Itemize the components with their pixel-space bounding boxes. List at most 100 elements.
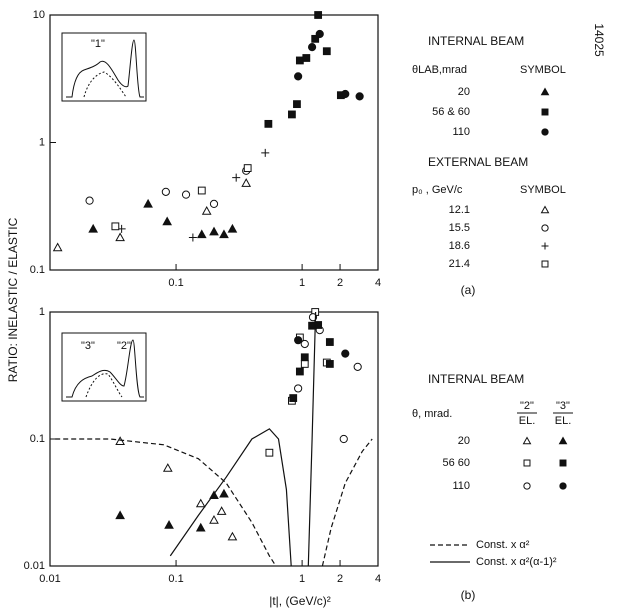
curve xyxy=(169,311,317,567)
marker-triangle xyxy=(162,216,173,226)
marker-square xyxy=(111,222,120,231)
legend-header: θLAB,mrad xyxy=(412,64,467,76)
marker-triangle xyxy=(219,229,229,239)
inset-a xyxy=(61,32,147,102)
marker-square xyxy=(325,338,334,346)
marker-triangle xyxy=(164,520,174,529)
legend-column-bottom: EL. xyxy=(519,415,536,427)
marker-circle xyxy=(339,434,348,444)
marker-triangle xyxy=(219,488,229,498)
legend-label: 56 & 60 xyxy=(432,106,470,118)
marker-square xyxy=(265,448,274,457)
legend-label: 21.4 xyxy=(449,258,470,270)
marker-circle xyxy=(353,362,362,371)
legend-label: Const. x α²(α-1)² xyxy=(476,556,557,568)
marker-triangle xyxy=(143,198,153,208)
legend-label: 20 xyxy=(458,435,470,447)
x-tick-label: 2 xyxy=(337,573,343,585)
marker-plus xyxy=(188,233,197,242)
marker-square xyxy=(289,394,298,402)
marker-triangle xyxy=(216,506,227,515)
marker-triangle xyxy=(227,531,238,541)
marker-triangle xyxy=(209,226,219,236)
y-tick-label: 10 xyxy=(33,9,45,21)
marker-triangle xyxy=(540,205,550,214)
marker-circle xyxy=(355,92,364,101)
marker-square xyxy=(293,100,301,109)
marker-triangle xyxy=(115,232,125,242)
marker-plus xyxy=(261,148,270,157)
x-tick-label: 1 xyxy=(299,277,305,289)
marker-circle xyxy=(85,196,94,205)
marker-circle xyxy=(308,313,318,322)
marker-circle xyxy=(300,339,309,349)
marker-square xyxy=(559,459,567,467)
marker-circle xyxy=(294,72,303,81)
marker-square xyxy=(314,11,323,19)
legend-column-top: "2" xyxy=(520,400,534,412)
marker-square xyxy=(300,353,309,362)
legend-column-bottom: EL. xyxy=(555,415,572,427)
marker-circle xyxy=(161,187,170,196)
marker-square xyxy=(295,56,304,65)
marker-square xyxy=(541,108,549,116)
marker-circle xyxy=(209,199,219,208)
legend-label: 20 xyxy=(458,86,470,98)
legend-label: 110 xyxy=(452,480,470,492)
inset-b xyxy=(61,332,147,402)
marker-circle xyxy=(341,89,350,99)
marker-square xyxy=(523,459,531,467)
marker-triangle xyxy=(209,515,219,524)
legend-header: θ, mrad. xyxy=(412,408,452,420)
y-tick-label: 0.1 xyxy=(30,264,45,276)
marker-plus xyxy=(232,173,241,182)
marker-square xyxy=(541,260,549,268)
legend-label: 18.6 xyxy=(449,240,470,252)
marker-circle xyxy=(523,482,531,490)
legend-label: Const. x α² xyxy=(476,539,530,551)
marker-triangle xyxy=(195,522,206,532)
legend-column-top: "3" xyxy=(556,400,570,412)
marker-triangle xyxy=(201,206,212,215)
legend-header: SYMBOL xyxy=(520,184,566,196)
marker-square xyxy=(295,367,304,376)
legend-header: SYMBOL xyxy=(520,64,566,76)
marker-triangle xyxy=(540,87,550,96)
legend-label: 15.5 xyxy=(449,222,470,234)
x-tick-label: 0.01 xyxy=(39,573,60,585)
curve xyxy=(55,438,373,567)
marker-square xyxy=(322,47,331,56)
marker-square xyxy=(311,34,320,43)
legend-title: INTERNAL BEAM xyxy=(428,34,524,48)
marker-square xyxy=(288,110,296,119)
marker-plus xyxy=(541,242,549,250)
marker-circle xyxy=(541,224,549,232)
inset-label: "1" xyxy=(91,38,105,50)
marker-circle xyxy=(307,43,317,52)
marker-square xyxy=(302,54,311,62)
marker-circle xyxy=(294,336,303,345)
panel-label: (b) xyxy=(461,588,476,602)
inset-label: "3" xyxy=(81,340,95,352)
marker-triangle xyxy=(162,463,173,472)
marker-square xyxy=(197,186,206,195)
x-tick-label: 1 xyxy=(299,573,305,585)
y-tick-label: 0.1 xyxy=(30,433,45,445)
marker-triangle xyxy=(227,223,238,233)
marker-square xyxy=(264,119,273,128)
x-tick-label: 4 xyxy=(375,573,381,585)
marker-square xyxy=(325,360,334,368)
marker-triangle xyxy=(522,436,532,445)
x-tick-label: 0.1 xyxy=(168,277,183,289)
legend-header: p₀ , GeV/c xyxy=(412,184,463,196)
marker-circle xyxy=(341,349,350,358)
y-axis-label: RATIO: INELASTIC / ELASTIC xyxy=(6,217,20,382)
marker-circle xyxy=(294,384,303,393)
legend-label: 12.1 xyxy=(449,204,470,216)
marker-triangle xyxy=(52,242,63,252)
x-tick-label: 2 xyxy=(337,277,343,289)
marker-triangle xyxy=(241,178,252,187)
